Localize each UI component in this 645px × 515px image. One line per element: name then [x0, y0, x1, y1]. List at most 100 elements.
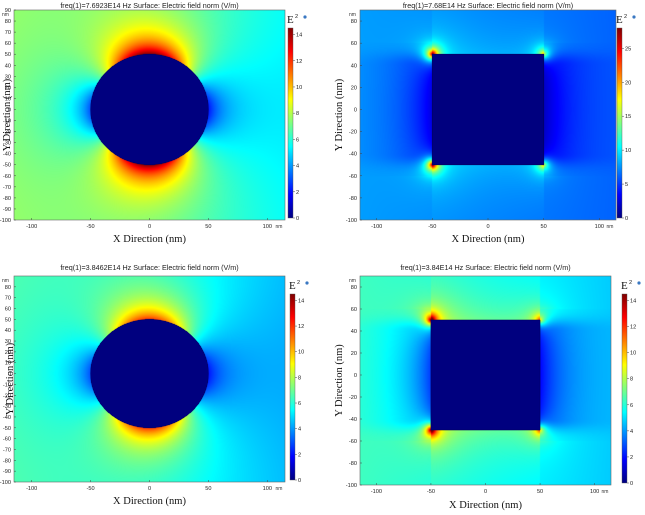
y-tick-label: -50: [3, 163, 11, 169]
chart-panel-1: freq(1)=7.6923E14 Hz Surface: Electric f…: [0, 1, 307, 245]
chart-panel-3: freq(1)=3.8462E14 Hz Surface: Electric f…: [0, 263, 309, 507]
colorbar-tick-label: 10: [625, 148, 631, 154]
y-tick-label: -20: [3, 393, 11, 399]
x-tick-label: 50: [205, 486, 211, 492]
y-tick-label: 70: [5, 30, 11, 36]
colorbar: [287, 27, 294, 219]
y-axis-label: Y Direction (nm): [334, 344, 345, 417]
y-tick-label: -80: [3, 196, 11, 202]
colorbar-tick-label: 10: [296, 85, 302, 91]
y-tick-label: -20: [3, 130, 11, 136]
colorbar-tick-label: 14: [296, 33, 302, 39]
colorbar-tick-label: 2: [296, 190, 299, 196]
y-tick-label: -80: [3, 458, 11, 464]
x-tick-label: 0: [148, 224, 151, 230]
y-tick-label: 0: [8, 372, 11, 378]
colorbar-tick-label: 15: [625, 114, 631, 120]
settings-dot-icon: [303, 15, 307, 19]
colorbar-quantity-exponent: 2: [297, 280, 300, 286]
colorbar-tick-label: 14: [630, 299, 636, 305]
chart-title: freq(1)=7.6923E14 Hz Surface: Electric f…: [60, 1, 238, 10]
colorbar-tick-label: 2: [630, 455, 633, 461]
x-tick-label: -100: [371, 489, 382, 495]
x-unit-label: nm: [276, 224, 283, 230]
y-tick-label: 0: [8, 107, 11, 113]
colorbar-tick-label: 4: [298, 427, 301, 433]
x-tick-label: 100: [263, 486, 272, 492]
y-tick-label: 40: [351, 63, 357, 69]
x-axis-label: X Direction (nm): [113, 496, 186, 507]
colorbar-tick-label: 14: [298, 298, 304, 304]
chart-title: freq(1)=3.84E14 Hz Surface: Electric fie…: [400, 263, 570, 272]
y-tick-label: 60: [351, 41, 357, 47]
y-tick-label: -100: [0, 218, 11, 224]
y-unit-label: nm: [2, 278, 9, 284]
y-tick-label: -40: [3, 415, 11, 421]
y-tick-label: 40: [351, 329, 357, 335]
colorbar-tick-label: 8: [630, 377, 633, 383]
x-tick-label: 0: [148, 486, 151, 492]
y-tick-label: 90: [5, 8, 11, 14]
y-unit-label: nm: [2, 12, 9, 18]
y-tick-label: -10: [3, 119, 11, 125]
colorbar-tick-label: 10: [630, 351, 636, 357]
y-tick-label: 80: [351, 285, 357, 291]
y-tick-label: -60: [349, 174, 357, 180]
y-tick-label: 60: [351, 307, 357, 313]
x-tick-label: 100: [595, 224, 604, 230]
y-tick-label: 30: [5, 74, 11, 80]
y-tick-label: 50: [5, 52, 11, 58]
y-unit-label: nm: [349, 12, 356, 18]
y-tick-label: -90: [3, 469, 11, 475]
x-tick-label: 0: [484, 489, 487, 495]
chart-panel-2: freq(1)=7.68E14 Hz Surface: Electric fie…: [334, 1, 636, 245]
y-axis-label: Y Direction (nm): [334, 78, 345, 151]
colorbar: [616, 27, 623, 219]
y-tick-label: -80: [349, 196, 357, 202]
y-tick-label: 50: [5, 317, 11, 323]
colorbar-tick-label: 20: [625, 80, 631, 86]
y-tick-label: 40: [5, 63, 11, 69]
y-tick-label: 20: [5, 85, 11, 91]
colorbar-tick-label: 6: [298, 401, 301, 407]
y-tick-label: 20: [351, 351, 357, 357]
y-tick-label: -100: [346, 483, 357, 489]
x-axis-label: X Direction (nm): [113, 234, 186, 245]
colorbar-quantity-label: E: [289, 280, 296, 292]
y-tick-label: -90: [3, 207, 11, 213]
y-tick-label: -40: [3, 152, 11, 158]
colorbar-tick-label: 0: [296, 216, 299, 222]
nanoparticle-circle: [90, 319, 209, 428]
y-tick-label: 60: [5, 307, 11, 313]
y-tick-label: -60: [349, 439, 357, 445]
y-tick-label: -60: [3, 174, 11, 180]
y-tick-label: -40: [349, 417, 357, 423]
colorbar-tick-label: 0: [298, 478, 301, 484]
chart-title: freq(1)=3.8462E14 Hz Surface: Electric f…: [60, 263, 238, 272]
y-tick-label: -30: [3, 404, 11, 410]
y-tick-label: -70: [3, 447, 11, 453]
nanoparticle-square: [432, 54, 544, 165]
colorbar-tick-label: 6: [630, 403, 633, 409]
x-tick-label: 50: [541, 224, 547, 230]
y-tick-label: -60: [3, 437, 11, 443]
colorbar-tick-label: 0: [625, 216, 628, 222]
colorbar-quantity-exponent: 2: [295, 14, 298, 20]
y-axis-label: Y Direction (nm): [5, 342, 16, 415]
x-tick-label: -100: [26, 486, 37, 492]
y-tick-label: 80: [5, 285, 11, 291]
y-tick-label: -30: [3, 141, 11, 147]
colorbar-quantity-label: E: [616, 14, 623, 26]
settings-dot-icon: [305, 281, 309, 285]
x-tick-label: 100: [263, 224, 272, 230]
x-unit-label: nm: [602, 489, 609, 495]
y-tick-label: 0: [354, 373, 357, 379]
settings-dot-icon: [632, 15, 636, 19]
colorbar-quantity-exponent: 2: [629, 280, 632, 286]
y-tick-label: 80: [5, 19, 11, 25]
x-tick-label: -100: [371, 224, 382, 230]
x-axis-label: X Direction (nm): [452, 234, 525, 245]
nanoparticle-square: [430, 319, 541, 431]
y-tick-label: 30: [5, 339, 11, 345]
y-tick-label: -10: [3, 382, 11, 388]
